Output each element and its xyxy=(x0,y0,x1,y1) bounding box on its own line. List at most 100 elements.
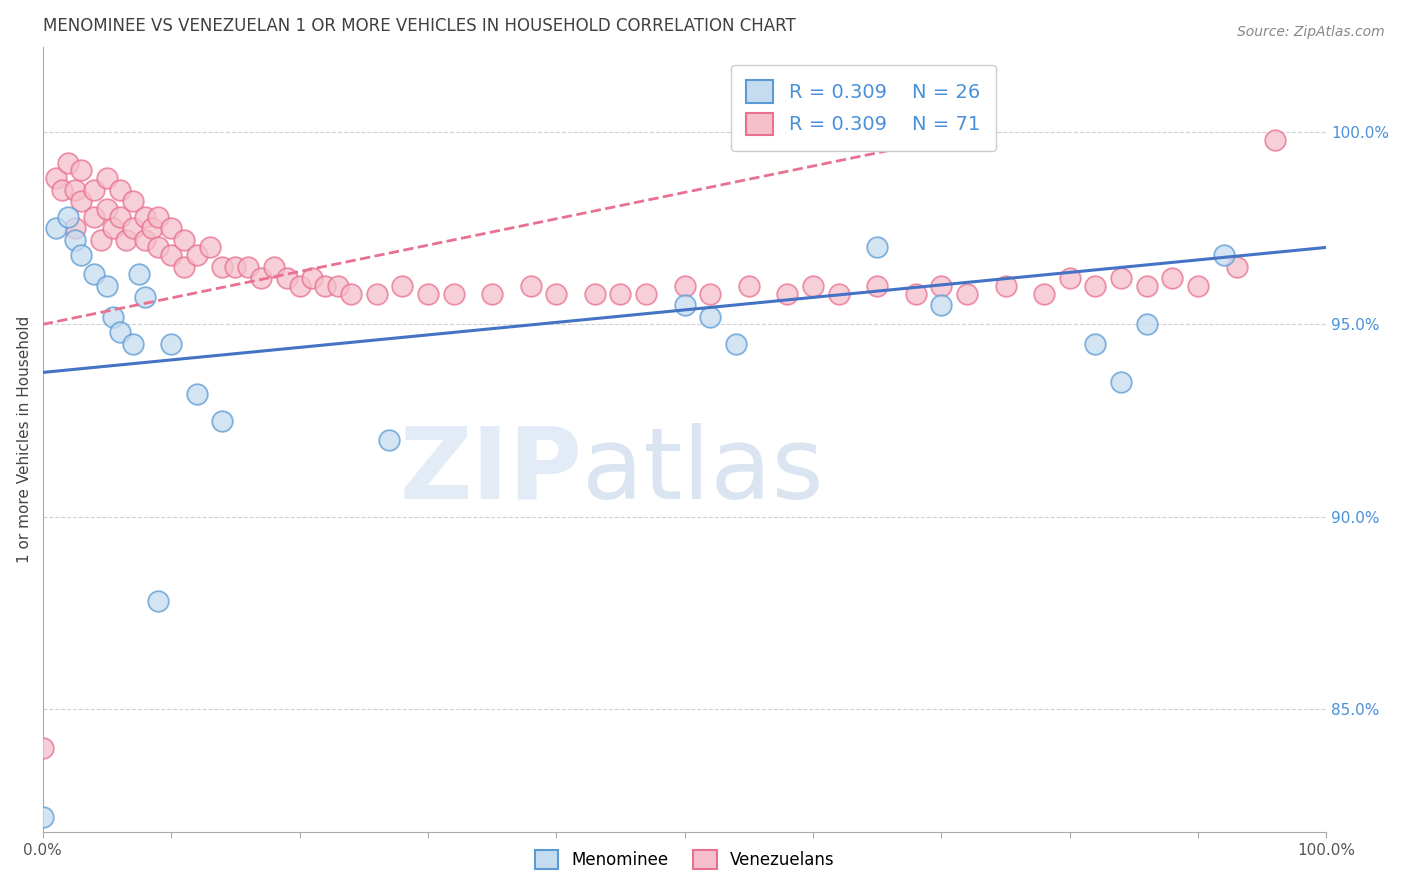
Point xyxy=(70,163,93,178)
Point xyxy=(391,278,413,293)
Point xyxy=(699,310,721,324)
Point xyxy=(96,171,118,186)
Point xyxy=(994,278,1017,293)
Point xyxy=(1109,375,1132,389)
Point xyxy=(238,260,260,274)
Point xyxy=(83,210,105,224)
Point xyxy=(1264,133,1286,147)
Y-axis label: 1 or more Vehicles in Household: 1 or more Vehicles in Household xyxy=(17,316,32,564)
Point xyxy=(1109,271,1132,285)
Point xyxy=(827,286,849,301)
Point xyxy=(301,271,323,285)
Point xyxy=(90,233,112,247)
Point xyxy=(198,240,221,254)
Point xyxy=(673,298,696,312)
Point xyxy=(738,278,761,293)
Text: MENOMINEE VS VENEZUELAN 1 OR MORE VEHICLES IN HOUSEHOLD CORRELATION CHART: MENOMINEE VS VENEZUELAN 1 OR MORE VEHICL… xyxy=(42,17,796,35)
Point xyxy=(173,260,195,274)
Point xyxy=(1226,260,1249,274)
Point xyxy=(1033,286,1056,301)
Point xyxy=(1084,336,1107,351)
Point xyxy=(263,260,285,274)
Point xyxy=(31,810,53,824)
Point xyxy=(481,286,503,301)
Point xyxy=(148,240,170,254)
Point xyxy=(134,210,156,224)
Point xyxy=(866,240,889,254)
Point xyxy=(70,248,93,262)
Point xyxy=(31,740,53,755)
Legend: Menominee, Venezuelans: Menominee, Venezuelans xyxy=(522,837,848,883)
Point xyxy=(314,278,336,293)
Point xyxy=(224,260,246,274)
Point xyxy=(931,298,953,312)
Point xyxy=(211,260,233,274)
Point xyxy=(340,286,363,301)
Point xyxy=(1059,271,1081,285)
Point xyxy=(51,183,73,197)
Text: atlas: atlas xyxy=(582,423,824,520)
Point xyxy=(63,221,86,235)
Point xyxy=(288,278,311,293)
Point xyxy=(609,286,631,301)
Point xyxy=(70,194,93,209)
Point xyxy=(134,290,156,304)
Point xyxy=(121,194,143,209)
Point xyxy=(108,183,131,197)
Point xyxy=(1212,248,1234,262)
Point xyxy=(83,268,105,282)
Point xyxy=(160,221,183,235)
Point xyxy=(45,221,67,235)
Point xyxy=(1161,271,1184,285)
Point xyxy=(58,155,80,169)
Point xyxy=(956,286,979,301)
Point xyxy=(724,336,747,351)
Point xyxy=(186,248,208,262)
Point xyxy=(583,286,606,301)
Point xyxy=(108,325,131,339)
Point xyxy=(1136,278,1159,293)
Point xyxy=(866,278,889,293)
Point xyxy=(83,183,105,197)
Point xyxy=(519,278,541,293)
Point xyxy=(699,286,721,301)
Point xyxy=(776,286,799,301)
Point xyxy=(128,268,150,282)
Point xyxy=(148,210,170,224)
Point xyxy=(931,278,953,293)
Text: Source: ZipAtlas.com: Source: ZipAtlas.com xyxy=(1237,25,1385,39)
Point xyxy=(186,386,208,401)
Point xyxy=(443,286,465,301)
Point xyxy=(63,183,86,197)
Point xyxy=(96,278,118,293)
Point xyxy=(173,233,195,247)
Point xyxy=(276,271,298,285)
Point xyxy=(160,336,183,351)
Point xyxy=(801,278,824,293)
Point xyxy=(160,248,183,262)
Text: ZIP: ZIP xyxy=(399,423,582,520)
Point xyxy=(1136,318,1159,332)
Point xyxy=(326,278,349,293)
Point xyxy=(115,233,138,247)
Point xyxy=(58,210,80,224)
Point xyxy=(134,233,156,247)
Point xyxy=(416,286,439,301)
Point xyxy=(121,336,143,351)
Point xyxy=(45,171,67,186)
Point xyxy=(546,286,568,301)
Point xyxy=(63,233,86,247)
Point xyxy=(366,286,388,301)
Point xyxy=(250,271,273,285)
Point xyxy=(1187,278,1209,293)
Point xyxy=(211,413,233,427)
Point xyxy=(1084,278,1107,293)
Point xyxy=(141,221,163,235)
Point xyxy=(148,594,170,608)
Point xyxy=(96,202,118,216)
Point xyxy=(103,221,125,235)
Point xyxy=(378,433,401,447)
Point xyxy=(636,286,658,301)
Point xyxy=(673,278,696,293)
Point xyxy=(103,310,125,324)
